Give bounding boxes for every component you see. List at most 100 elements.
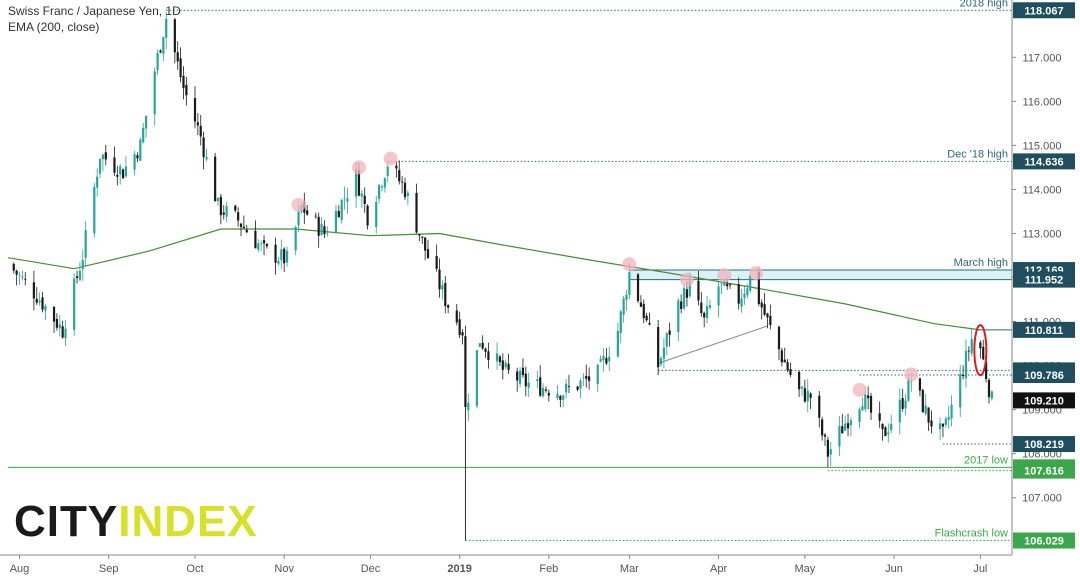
candle [924, 393, 927, 416]
candle-body [317, 216, 320, 236]
candle [789, 362, 792, 378]
time-tick-label: Aug [10, 563, 30, 575]
candle [927, 407, 930, 431]
candle [21, 270, 24, 281]
candle-body [159, 50, 162, 53]
candle-body [780, 350, 783, 363]
candle [800, 386, 804, 397]
candle [599, 355, 602, 363]
candle-body [703, 312, 706, 318]
candle [58, 315, 61, 337]
candle [219, 194, 222, 225]
candle [260, 240, 263, 252]
candle-body [645, 315, 648, 321]
candle-body [967, 350, 970, 352]
candle-body [262, 240, 266, 244]
candle [280, 239, 283, 269]
candle [818, 390, 821, 428]
candle [867, 386, 870, 410]
candle [720, 283, 723, 294]
candle-body [375, 201, 378, 228]
candle-body [484, 348, 487, 352]
candle [196, 113, 199, 136]
price-label-bg [1013, 367, 1075, 384]
candle-body [202, 137, 205, 158]
candle-body [403, 182, 407, 198]
candle-body [78, 270, 82, 280]
candle-body [196, 122, 199, 126]
price-axis: 107.000108.000109.000110.000111.000112.0… [1011, 0, 1075, 555]
candle-body [659, 358, 663, 365]
candle-body [697, 280, 700, 301]
swing-high-marker [383, 151, 398, 166]
price-tick-label: 116.000 [1023, 96, 1062, 108]
candle-body [818, 395, 821, 418]
candle [101, 153, 105, 172]
candle [64, 320, 67, 347]
candle [234, 204, 237, 213]
candle-body [458, 319, 461, 336]
candle [156, 49, 159, 75]
candle-body [786, 362, 789, 371]
candle [346, 188, 349, 214]
candle-body [306, 210, 309, 215]
candle [849, 417, 852, 437]
candle [222, 205, 225, 220]
candle [821, 416, 824, 441]
candle [746, 283, 749, 299]
candle-body [35, 298, 38, 303]
candle [343, 186, 346, 210]
candle [967, 346, 970, 362]
candle-body [297, 211, 300, 226]
candle [703, 311, 706, 328]
candle [78, 261, 82, 282]
candle-body [366, 205, 369, 226]
candle [527, 372, 530, 397]
candle-body [841, 426, 844, 434]
candle-body [64, 328, 67, 339]
candle [608, 346, 611, 372]
price-tick-label: 115.000 [1023, 140, 1062, 152]
candle-body [844, 423, 847, 431]
candle-body [38, 300, 41, 303]
candle [136, 152, 139, 163]
level-name: March high [954, 257, 1008, 269]
candle [884, 426, 887, 437]
candle-body [838, 426, 841, 447]
candle-body [444, 283, 447, 307]
candle [104, 144, 107, 166]
candle [237, 207, 240, 227]
candle-body [821, 419, 824, 436]
candle [944, 416, 947, 428]
candle [444, 276, 447, 314]
time-tick-label: Feb [539, 563, 558, 575]
candle-body [763, 304, 766, 315]
candle [740, 288, 743, 313]
candle [858, 407, 861, 429]
candle [35, 287, 38, 305]
candle [438, 258, 441, 298]
candle [602, 347, 605, 372]
candle-body [985, 361, 988, 379]
candle-body [283, 248, 286, 264]
candle-body [139, 139, 142, 161]
candle-body [740, 298, 743, 307]
candle-body [15, 270, 18, 275]
candle-body [219, 196, 222, 216]
candle-body [343, 198, 346, 200]
candle-body [104, 152, 107, 160]
candle-body [964, 350, 968, 379]
candle-body [927, 407, 930, 423]
price-label: 114.636 [1024, 156, 1063, 168]
candle [32, 270, 35, 311]
candle-body [501, 360, 504, 370]
candle [841, 413, 844, 434]
candle-body [119, 166, 122, 175]
candle-body [245, 229, 248, 233]
candle-body [809, 393, 812, 398]
trendline [657, 325, 768, 364]
candle-body [864, 394, 867, 410]
price-label: 109.786 [1024, 370, 1064, 382]
candle [61, 320, 64, 339]
candle [881, 423, 884, 441]
